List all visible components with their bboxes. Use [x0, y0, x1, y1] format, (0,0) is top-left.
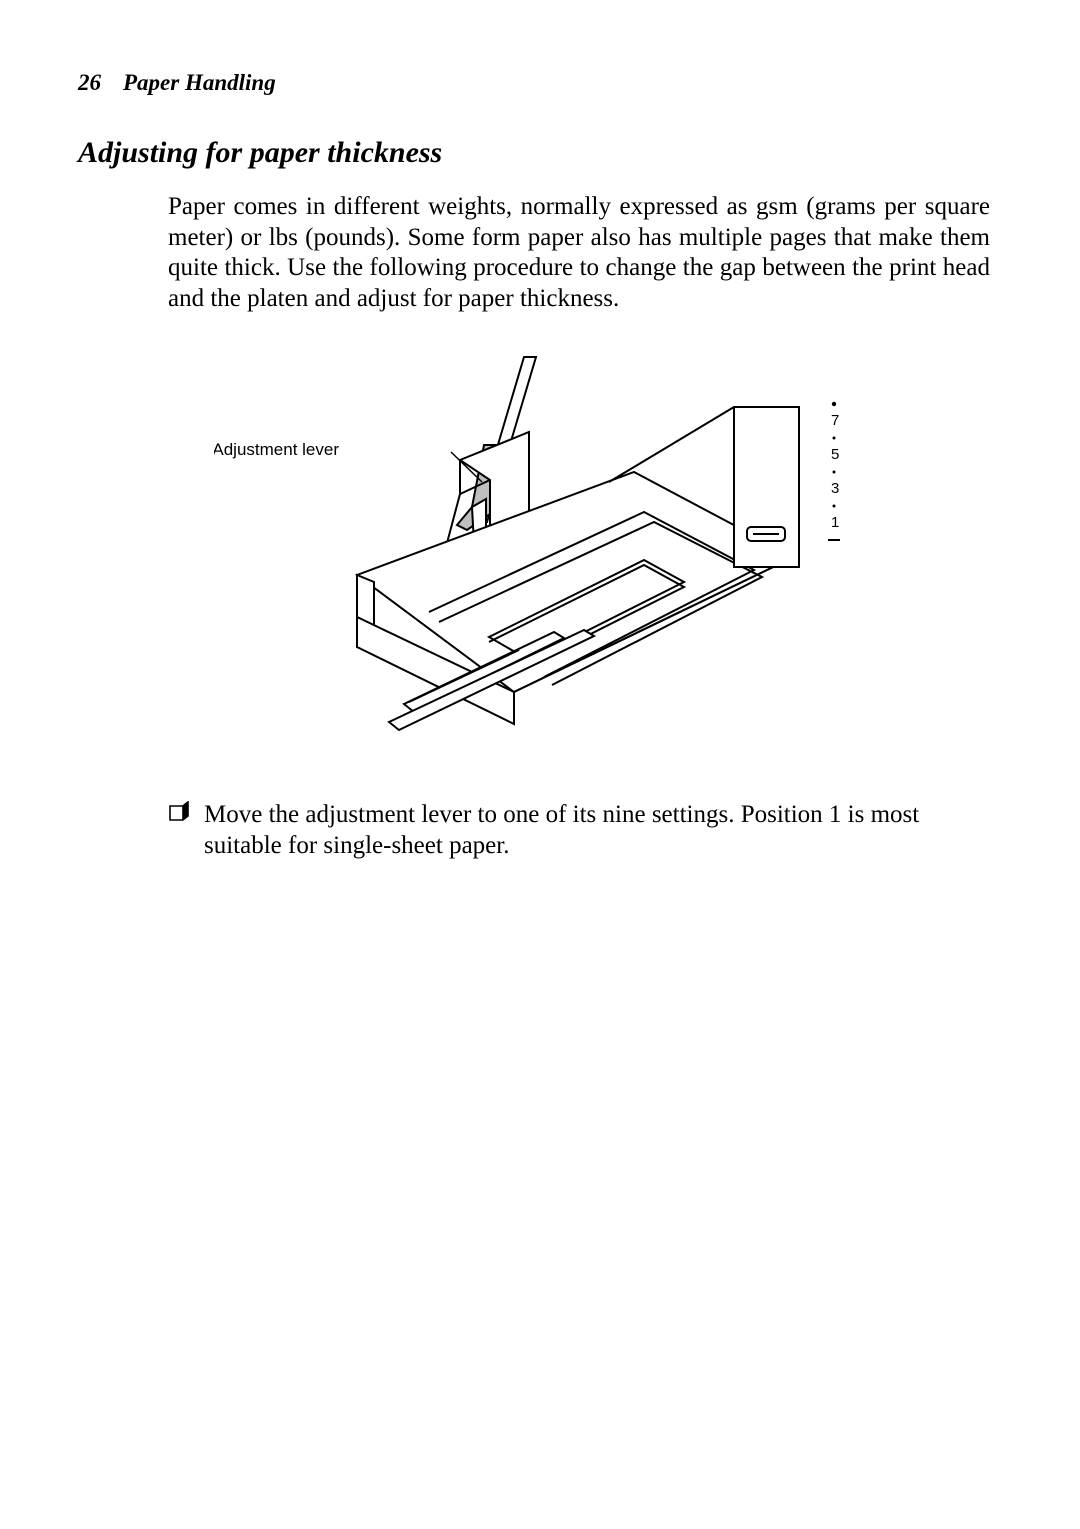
page-number: 26 — [78, 70, 101, 95]
chapter-title: Paper Handling — [123, 70, 276, 95]
svg-text:7: 7 — [831, 412, 839, 429]
console-panel — [734, 407, 799, 567]
checkbox-bullet-icon — [168, 801, 190, 823]
list-item: Move the adjustment lever to one of its … — [168, 799, 990, 862]
running-header: 26 Paper Handling — [78, 70, 990, 96]
intro-paragraph: Paper comes in different weights, normal… — [168, 192, 990, 314]
section-title: Adjusting for paper thickness — [78, 136, 990, 170]
svg-text:3: 3 — [831, 480, 839, 497]
panel-edge — [609, 407, 734, 482]
figure-label: Adjustment lever — [214, 440, 339, 459]
instruction-list: Move the adjustment lever to one of its … — [168, 799, 990, 862]
page: 26 Paper Handling Adjusting for paper thi… — [0, 0, 1080, 1529]
svg-text:5: 5 — [831, 446, 839, 463]
svg-text:1: 1 — [831, 514, 839, 531]
paper-deck — [357, 472, 794, 730]
thickness-scale: 7 5 3 1 — [828, 402, 840, 540]
list-item-text: Move the adjustment lever to one of its … — [204, 799, 990, 862]
figure: Adjustment lever 7 5 3 1 — [78, 342, 990, 777]
adjustment-lever-diagram: Adjustment lever 7 5 3 1 — [214, 342, 854, 772]
